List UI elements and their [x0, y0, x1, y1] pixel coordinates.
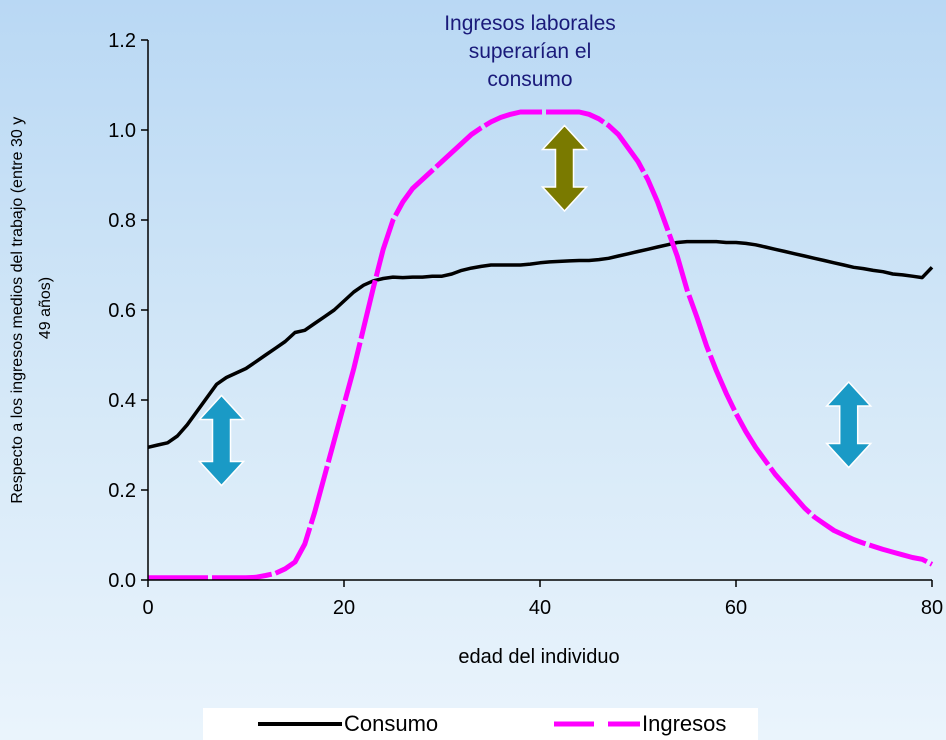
legend-swatch-ingresos	[554, 721, 640, 727]
series-line-consumo	[147, 239, 934, 450]
double-arrow-3	[824, 380, 873, 469]
legend-item-ingresos: Ingresos	[554, 708, 726, 740]
y-tick-label: 1.0	[108, 120, 136, 142]
y-tick-label: 0.4	[108, 390, 136, 412]
x-tick-label: 40	[529, 597, 551, 619]
legend-label-ingresos: Ingresos	[642, 711, 727, 736]
y-axis-label-line-2: 49 años)	[37, 277, 54, 339]
annotation-line-2: superarían el	[469, 40, 592, 63]
y-tick-label: 1.2	[108, 30, 136, 52]
arrows	[197, 124, 873, 487]
x-axis-label: edad del individuo	[458, 646, 619, 668]
legend-item-consumo: Consumo	[258, 708, 438, 740]
y-tick-label: 0.8	[108, 210, 136, 232]
x-tick-label: 20	[333, 597, 355, 619]
double-arrow-2	[540, 124, 589, 213]
y-tick-label: 0.2	[108, 480, 136, 502]
x-tick-label: 60	[725, 597, 747, 619]
y-tick-label: 0.0	[108, 570, 136, 592]
y-axis-label-line-1: Respecto a los ingresos medios del traba…	[9, 117, 26, 504]
series-layer	[147, 109, 934, 581]
legend: Consumo Ingresos	[203, 708, 758, 740]
legend-label-consumo: Consumo	[344, 711, 439, 736]
y-axis-label: Respecto a los ingresos medios del traba…	[9, 112, 54, 503]
double-arrow-1	[197, 394, 246, 487]
annotation: Ingresos laborales superarían el consumo	[444, 12, 616, 91]
x-tick-label: 0	[142, 597, 153, 619]
legend-swatch-consumo	[258, 722, 342, 726]
chart-svg: Ingresos laborales superarían el consumo 0…	[9, 12, 943, 668]
x-tick-label: 80	[921, 597, 943, 619]
axes: 0.0 0.2 0.4 0.6 0.8 1.0 1.2 0 20 40 60 80	[108, 30, 943, 619]
y-tick-label: 0.6	[108, 300, 136, 322]
annotation-line-3: consumo	[487, 68, 572, 91]
series-line-ingresos	[148, 109, 934, 581]
annotation-line-1: Ingresos laborales	[444, 12, 616, 35]
